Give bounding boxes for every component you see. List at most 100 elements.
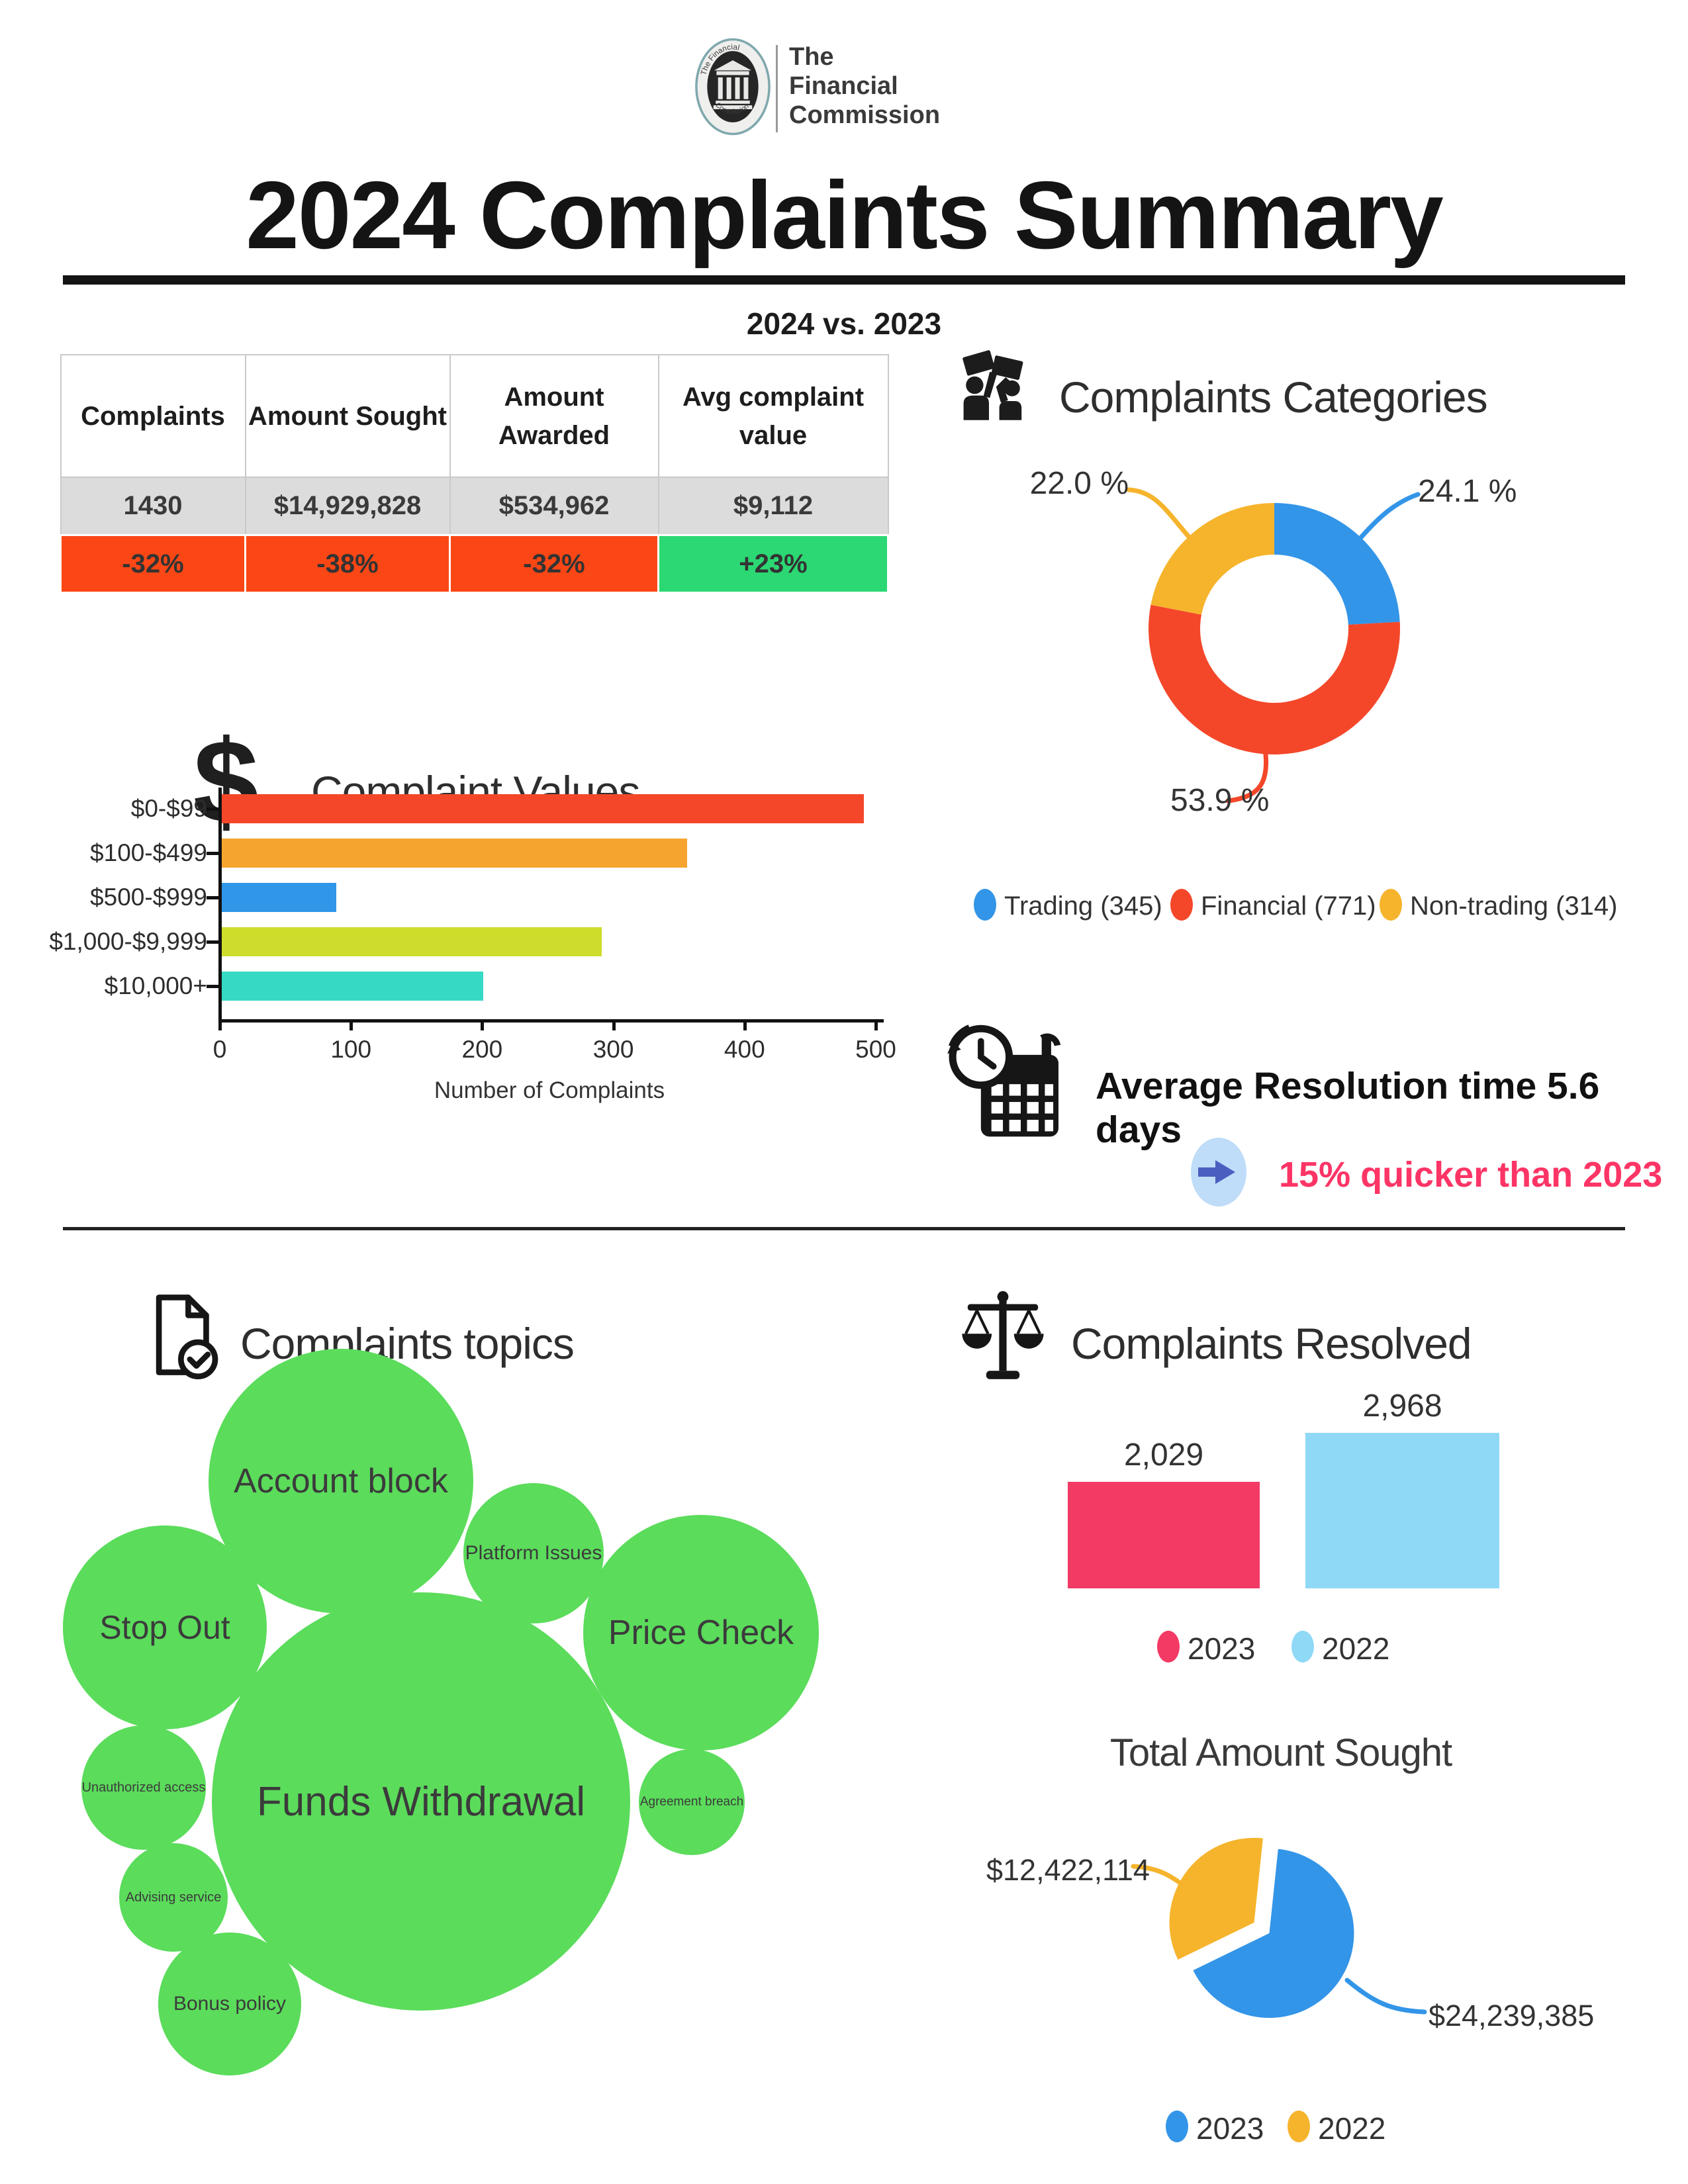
resolution-time-text: Average Resolution time 5.6 days	[1096, 1065, 1600, 1151]
pie-slice-2022	[1169, 1837, 1263, 1960]
bubble-unauthorized-access: Unauthorized access	[81, 1725, 206, 1850]
bar-category--500-999: $500-$999	[90, 884, 207, 911]
bar-category--10-000-: $10,000+	[104, 972, 207, 999]
y-tick	[207, 807, 218, 811]
y-tick	[207, 940, 218, 944]
donut-label-trading: 24.1 %	[1418, 474, 1517, 509]
amount-awarded-value: $534,962	[449, 477, 659, 536]
donut-slice-financial	[1149, 604, 1400, 754]
col-complaints: Complaints	[60, 354, 246, 478]
resolved-bar-chart: 2,029 2,968	[1033, 1377, 1549, 1595]
pie-slice-2023	[1193, 1848, 1354, 2019]
x-axis	[218, 1019, 884, 1023]
brand-line: Financial	[789, 72, 898, 101]
document-check-icon	[156, 1295, 218, 1380]
leader-line-non-trading	[1126, 487, 1191, 539]
x-tick-label: 100	[330, 1036, 372, 1063]
bubble-advising-service: Advising service	[119, 1843, 228, 1952]
table-change-row: -32% -38% -32% +23%	[60, 534, 889, 594]
legend-dot-non-trading	[1380, 889, 1402, 921]
x-tick	[350, 1021, 353, 1030]
x-tick-label: 200	[461, 1036, 503, 1063]
y-axis	[218, 788, 222, 1021]
x-tick	[874, 1021, 878, 1030]
resolved-value-2023: 2,029	[1123, 1437, 1204, 1473]
bar--0-99	[221, 794, 864, 823]
awarded-change-badge: -32%	[449, 534, 659, 594]
comparison-subtitle: 2024 vs. 2023	[746, 306, 942, 341]
x-tick-label: 400	[724, 1036, 765, 1063]
bubble-stop-out: Stop Out	[63, 1525, 267, 1729]
calendar-clock-icon	[947, 1024, 1061, 1137]
table-header-row: Complaints Amount Sought Amount Awarded …	[60, 354, 889, 478]
temple-glyph	[713, 60, 753, 109]
resolved-bar-2023	[1068, 1482, 1260, 1588]
avg-complaint-value: $9,112	[657, 477, 889, 536]
bar--100-499	[221, 839, 687, 868]
legend-label-2023: 2023	[1188, 1631, 1256, 1666]
legend-dot-pie-2023	[1166, 2111, 1188, 2142]
calendar-grid	[991, 1084, 1054, 1132]
pie-label-2023: $24,239,385	[1429, 1999, 1595, 2032]
bar-category--1-000-9-999: $1,000-$9,999	[49, 928, 207, 955]
categories-section-title: Complaints Categories	[1059, 373, 1488, 422]
bar-category--0-99: $0-$99	[130, 795, 207, 822]
brand-line: Commission	[789, 101, 941, 130]
protest-people-icon	[962, 350, 1023, 420]
x-tick	[218, 1021, 222, 1030]
logo-divider	[776, 45, 778, 132]
bubble-bonus-policy: Bonus policy	[158, 1933, 301, 2075]
donut-label-financial: 53.9 %	[1170, 783, 1270, 818]
x-tick	[481, 1021, 485, 1030]
page-title: 2024 Complaints Summary	[246, 161, 1444, 269]
bubble-account-block: Account block	[209, 1349, 473, 1614]
legend-dot-2023	[1157, 1631, 1180, 1662]
amount-sought-pie-chart	[1131, 1837, 1427, 2019]
y-tick	[207, 896, 218, 899]
leader-line-2022	[1131, 1864, 1194, 1894]
legend-label-non-trading: Non-trading (314)	[1410, 891, 1618, 921]
bubble-funds-withdrawal: Funds Withdrawal	[212, 1592, 630, 2011]
table-values-row: 1430 $14,929,828 $534,962 $9,112	[60, 477, 889, 536]
bubble-price-check: Price Check	[583, 1515, 819, 1751]
bubble-platform-issues: Platform Issues	[463, 1483, 604, 1623]
brand-line: The	[789, 43, 834, 71]
sought-change-badge: -38%	[244, 534, 451, 594]
resolved-section-title: Complaints Resolved	[1071, 1319, 1472, 1368]
amount-sought-value: $14,929,828	[244, 477, 451, 536]
topics-bubble-chart: Account block Platform Issues Stop Out Pric…	[40, 1324, 887, 2184]
comparison-table: Complaints Amount Sought Amount Awarded …	[60, 354, 889, 594]
resolved-bar-2022	[1305, 1433, 1499, 1588]
bubble-agreement-breach: Agreement breach	[639, 1749, 745, 1855]
col-amount-awarded: Amount Awarded	[449, 354, 659, 478]
bar--1-000-9-999	[221, 927, 602, 956]
x-tick-label: 300	[592, 1036, 634, 1063]
donut-label-non-trading: 22.0 %	[1029, 466, 1129, 501]
x-axis-label: Number of Complaints	[434, 1077, 665, 1103]
col-amount-sought: Amount Sought	[244, 354, 451, 478]
legend-dot-financial	[1170, 889, 1193, 921]
y-tick	[207, 985, 218, 988]
legend-dot-trading	[974, 889, 996, 921]
legend-label-pie-2022: 2022	[1318, 2111, 1386, 2146]
title-rule	[63, 275, 1625, 285]
legend-label-financial: Financial (771)	[1201, 891, 1376, 921]
y-tick	[207, 852, 218, 855]
donut-slice-trading	[1274, 503, 1400, 625]
bar--500-999	[221, 883, 336, 912]
bar--10-000-	[221, 972, 483, 1001]
resolved-value-2022: 2,968	[1362, 1388, 1442, 1424]
complaints-change-badge: -32%	[60, 534, 246, 594]
scales-icon	[962, 1291, 1044, 1379]
complaints-count: 1430	[60, 477, 246, 536]
col-avg-value: Avg complaint value	[657, 354, 889, 478]
x-tick	[743, 1021, 747, 1030]
donut-slice-non-trading	[1150, 503, 1274, 615]
leader-line-trading	[1358, 492, 1421, 540]
x-tick-label: 0	[212, 1036, 227, 1063]
resolution-highlight: 15% quicker than 2023	[1279, 1155, 1663, 1195]
categories-donut-chart	[1126, 487, 1421, 803]
bar-category--100-499: $100-$499	[90, 839, 207, 866]
leader-line-financial	[1225, 752, 1269, 803]
